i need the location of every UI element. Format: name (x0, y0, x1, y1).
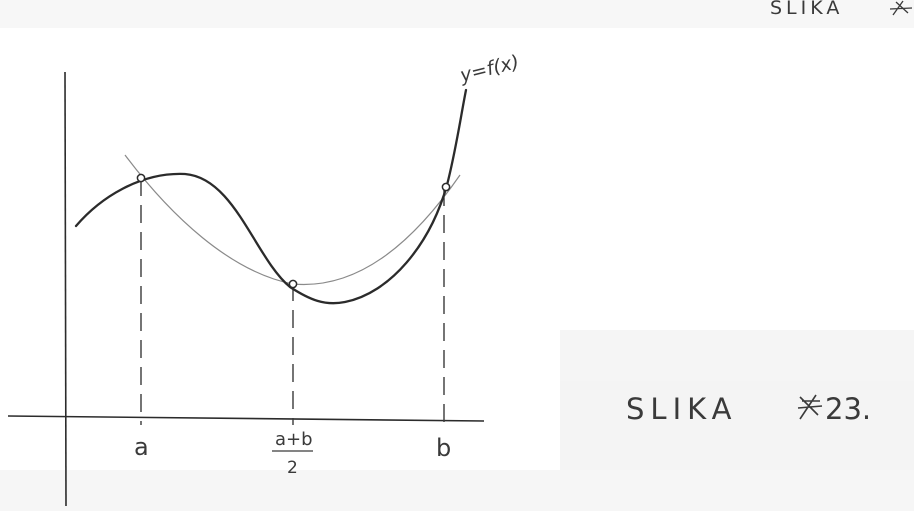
main-caption-scribble (797, 394, 823, 420)
label-midpoint-numerator: a+b (275, 429, 313, 450)
node-point-midpoint (288, 279, 298, 289)
y-axis (64, 71, 67, 507)
main-caption-text: SLIKA (626, 392, 737, 426)
node-point-a (136, 173, 146, 183)
node-point-b (441, 182, 451, 192)
top-caption: SLIKA (770, 0, 913, 19)
label-a: a (134, 433, 149, 461)
top-caption-scribble (889, 0, 913, 16)
x-axis (7, 415, 485, 422)
top-caption-text: SLIKA (770, 0, 843, 19)
label-b: b (436, 434, 451, 462)
label-midpoint-denominator: 2 (287, 458, 298, 478)
main-caption: SLIKA 23. (626, 392, 871, 426)
main-caption-number: 23. (825, 392, 871, 426)
